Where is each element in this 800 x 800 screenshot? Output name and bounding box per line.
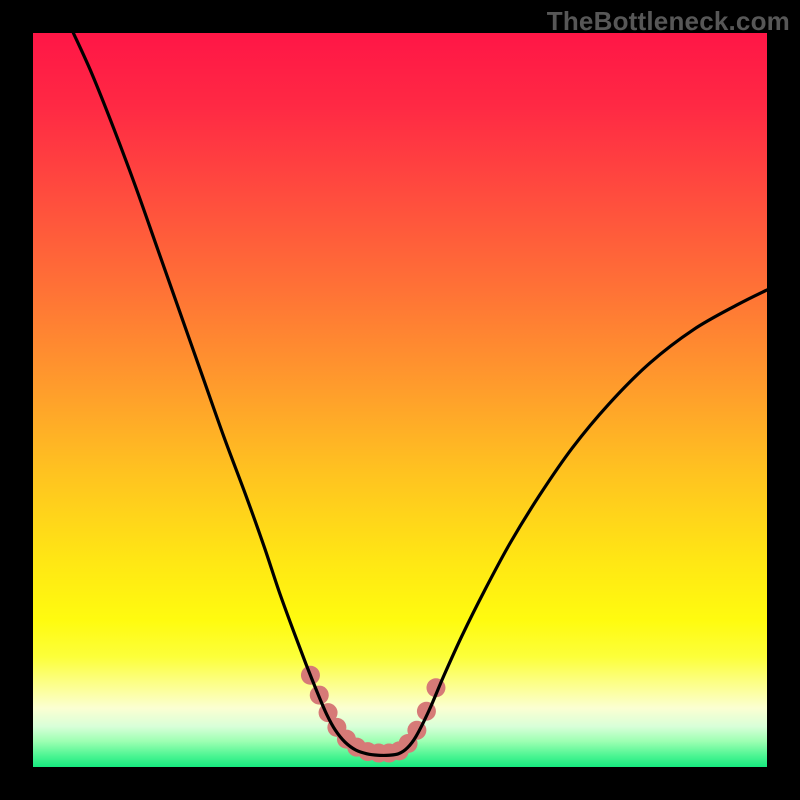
- dash-marks-group: [301, 666, 446, 763]
- bottleneck-curve: [73, 33, 767, 755]
- plot-area: [33, 33, 767, 767]
- watermark-text: TheBottleneck.com: [547, 6, 790, 37]
- curve-layer: [33, 33, 767, 767]
- figure-container: TheBottleneck.com: [0, 0, 800, 800]
